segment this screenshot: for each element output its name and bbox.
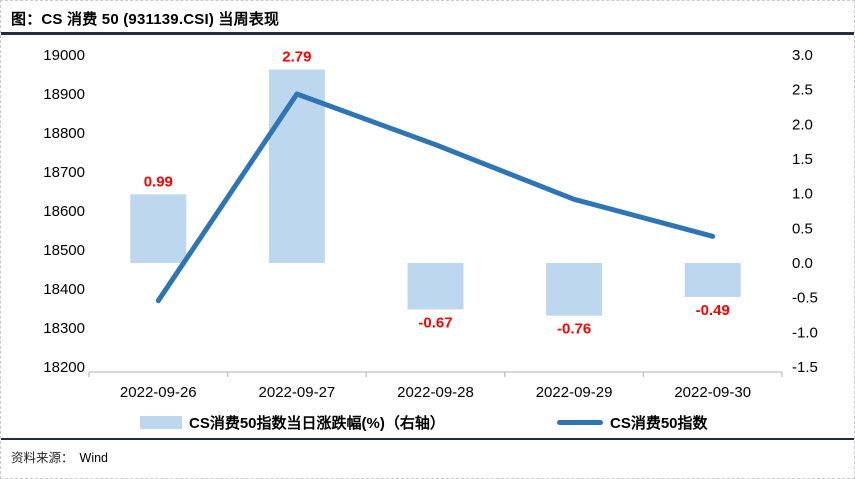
left-axis-tick-label: 18400: [43, 281, 85, 298]
x-axis-date-label: 2022-09-26: [120, 384, 197, 401]
bar-value-label: -0.67: [418, 314, 452, 331]
right-axis-tick-label: 0.5: [792, 220, 813, 237]
left-axis-tick-label: 18800: [43, 125, 85, 142]
title-divider-rule: [1, 32, 854, 35]
source-note: 资料来源： Wind: [11, 447, 108, 466]
right-axis-tick-label: -1.5: [792, 359, 818, 376]
legend-item-bar-series: CS消费50指数当日涨跌幅(%)（右轴）: [140, 410, 445, 434]
legend-item-line-series: CS消费50指数: [557, 410, 708, 434]
bar-2022-09-29: [546, 263, 603, 316]
left-axis-tick-label: 18500: [43, 242, 85, 259]
chart-legend: CS消费50指数当日涨跌幅(%)（右轴） CS消费50指数: [1, 410, 854, 434]
right-axis-tick-label: 0.0: [792, 255, 813, 272]
left-axis-tick-label: 18600: [43, 203, 85, 220]
bar-2022-09-28: [407, 263, 464, 310]
right-axis-tick-label: 3.0: [792, 47, 813, 64]
bar-value-label: 0.99: [144, 173, 173, 190]
x-axis-date-label: 2022-09-28: [397, 384, 474, 401]
x-axis-date-label: 2022-09-27: [259, 384, 336, 401]
source-label: 资料来源：: [11, 451, 74, 465]
left-axis-tick-label: 18700: [43, 164, 85, 181]
right-axis-tick-label: 2.0: [792, 116, 813, 133]
figure-title: 图：CS 消费 50 (931139.CSI) 当周表现: [11, 11, 280, 28]
source-value: Wind: [79, 451, 108, 465]
left-axis-tick-label: 18900: [43, 86, 85, 103]
bar-series-legend-label: CS消费50指数当日涨跌幅(%)（右轴）: [189, 414, 445, 432]
right-axis-tick-label: -1.0: [792, 324, 818, 341]
bar-value-label: 2.79: [282, 49, 311, 66]
bar-value-label: -0.49: [696, 302, 730, 319]
bar-2022-09-30: [684, 263, 741, 297]
line-series-legend-label: CS消费50指数: [610, 414, 708, 432]
right-axis-tick-label: 2.5: [792, 82, 813, 99]
x-axis-date-label: 2022-09-30: [674, 384, 751, 401]
index-line: [155, 91, 716, 304]
left-axis-tick-label: 19000: [43, 47, 85, 64]
combo-chart: 0.99 2.79 -0.67 -0.76 -0.49 19000 18900 18800 18…: [43, 47, 818, 401]
left-axis-tick-label: 18200: [43, 359, 85, 376]
bar-2022-09-26: [130, 194, 187, 263]
bar-value-label: -0.76: [557, 321, 591, 338]
left-axis-tick-label: 18300: [43, 320, 85, 337]
x-axis-date-label: 2022-09-29: [536, 384, 613, 401]
right-axis-tick-label: 1.0: [792, 186, 813, 203]
bar-series-swatch-icon: [140, 415, 182, 429]
footer-divider-rule: [1, 438, 854, 440]
line-series-swatch-icon: [557, 419, 603, 425]
right-axis-tick-label: -0.5: [792, 290, 818, 307]
right-axis-tick-label: 1.5: [792, 151, 813, 168]
